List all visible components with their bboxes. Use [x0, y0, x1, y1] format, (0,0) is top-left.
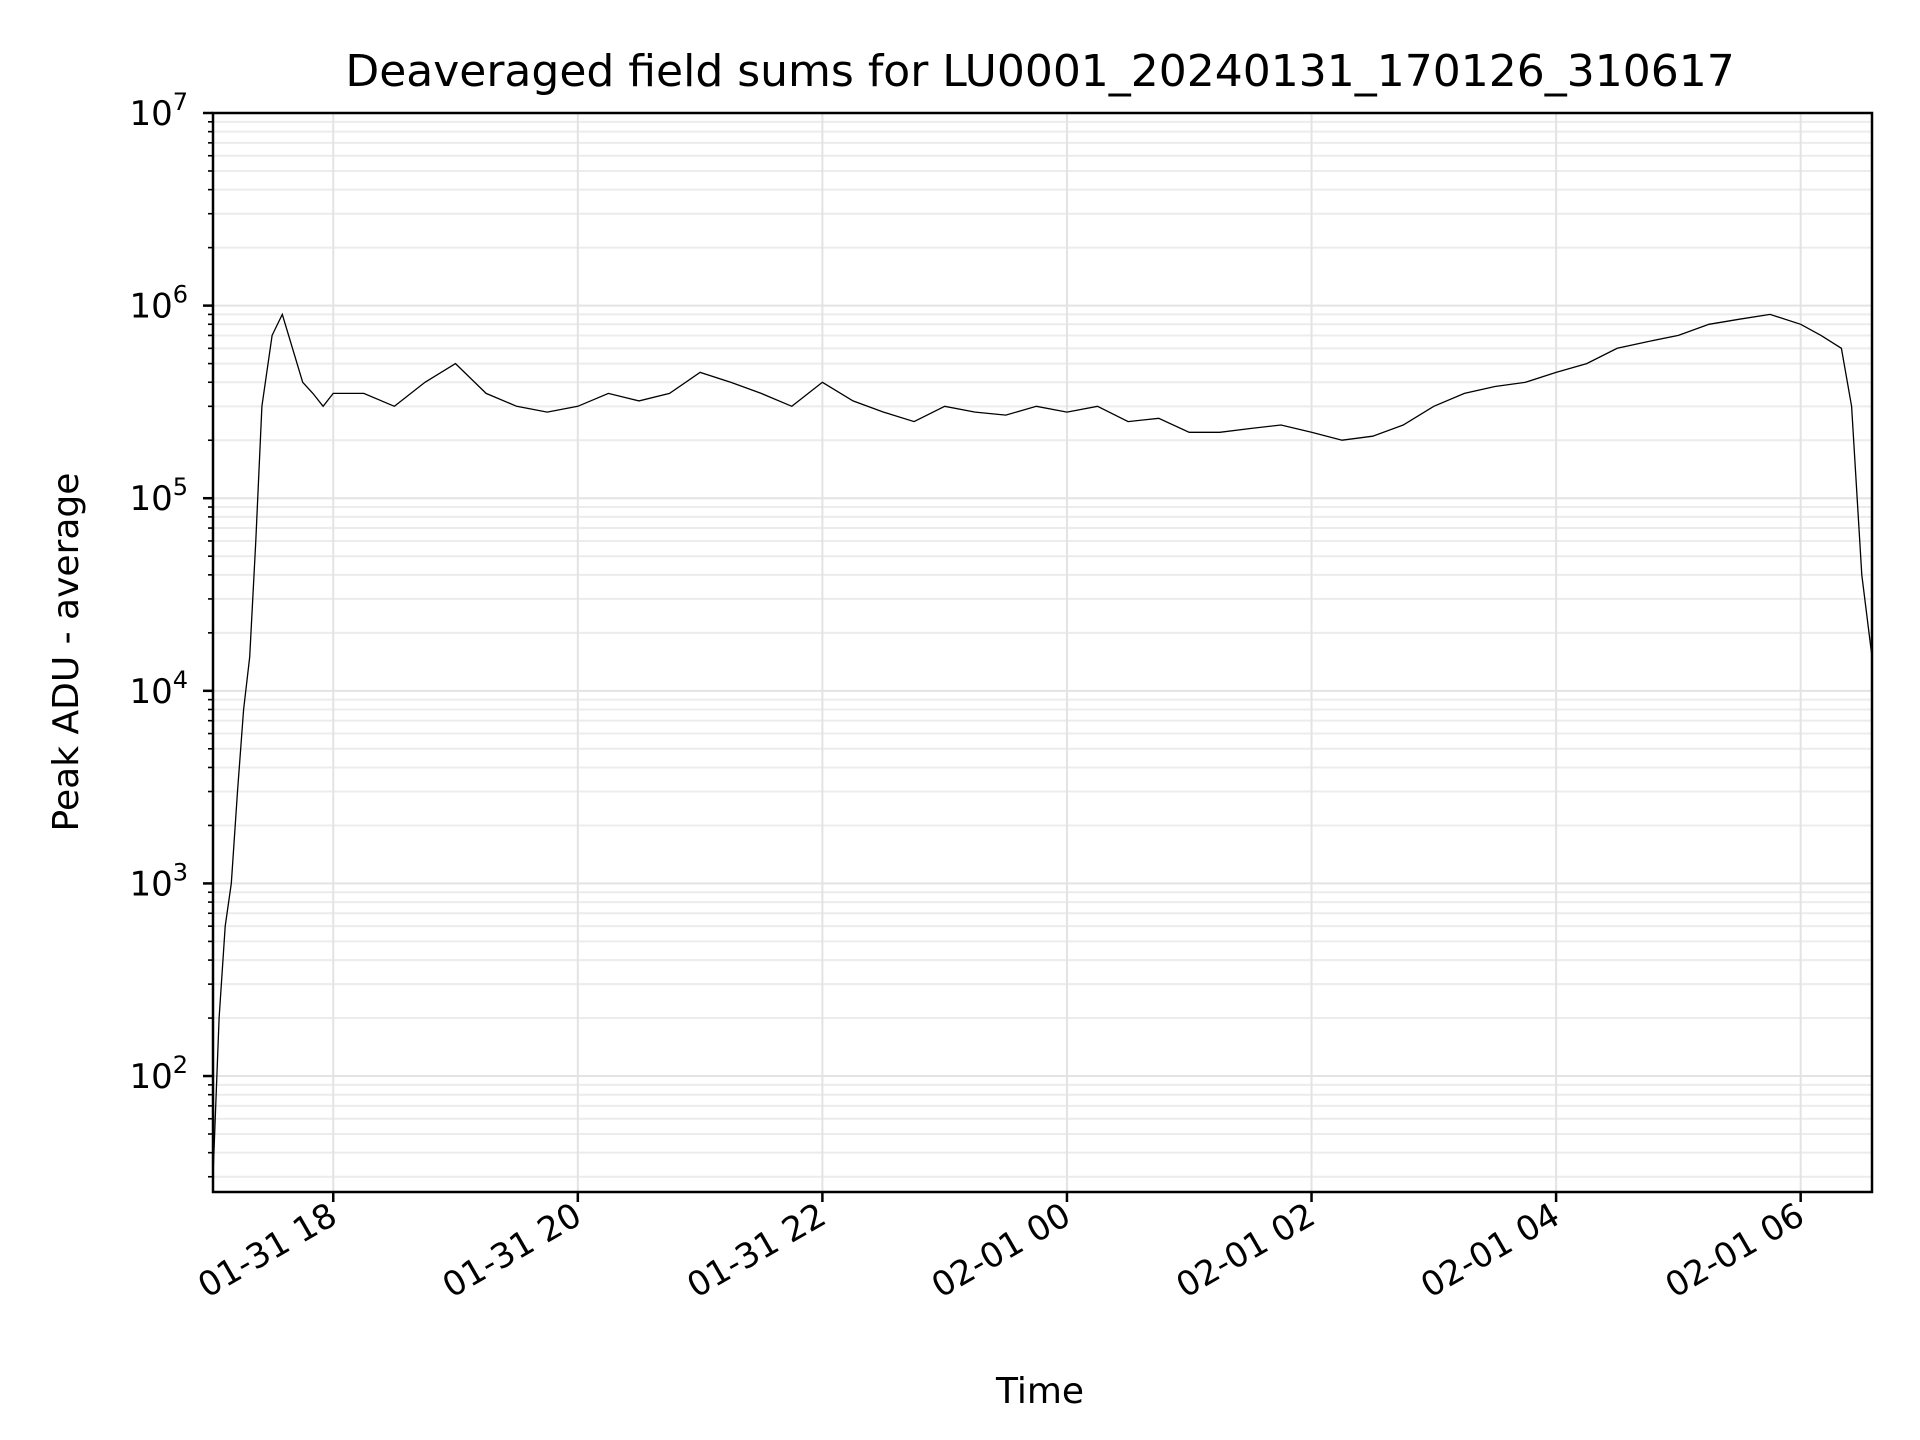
series-layer: [212, 312, 1873, 1177]
x-axis-label: Time: [995, 1371, 1084, 1412]
x-tick-label: 01-31 18: [191, 1195, 343, 1306]
x-tick-label: 01-31 22: [680, 1195, 832, 1306]
plot-frame: [211, 111, 1874, 1194]
x-tick-label: 02-01 02: [1170, 1195, 1322, 1306]
series-line: [212, 312, 1873, 1177]
x-tick-label: 01-31 20: [436, 1195, 588, 1306]
grid: [213, 112, 1872, 1192]
chart-title: Deaveraged field sums for LU0001_2024013…: [345, 46, 1734, 97]
y-tick-label: 105: [129, 473, 188, 519]
y-tick-label: 106: [129, 281, 188, 327]
x-tick-label: 02-01 06: [1659, 1195, 1811, 1306]
y-tick-label: 107: [129, 88, 188, 134]
y-tick-label: 102: [129, 1051, 188, 1097]
x-tick-label: 02-01 04: [1414, 1195, 1566, 1306]
y-axis-label: Peak ADU - average: [46, 473, 87, 832]
y-tick-label: 103: [129, 858, 188, 904]
y-tick-label: 104: [129, 666, 188, 712]
x-axis: 01-31 18 01-31 20 01-31 22 02-01 00 02-01 02…: [191, 1192, 1811, 1306]
y-axis: 102 103 104 105 106 107: [129, 88, 213, 1178]
x-tick-label: 02-01 00: [925, 1195, 1077, 1306]
